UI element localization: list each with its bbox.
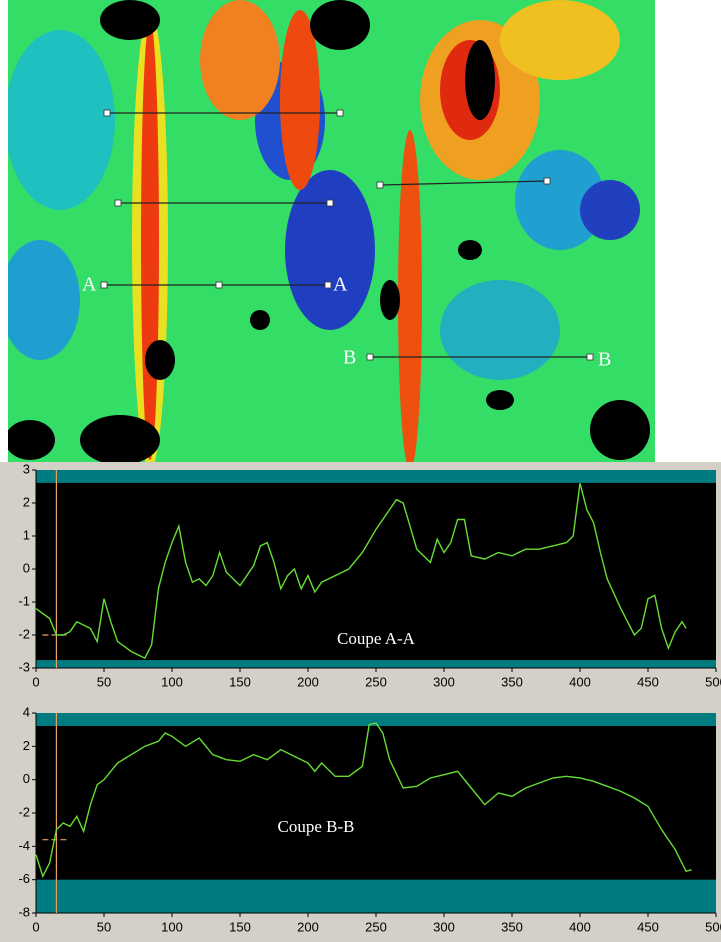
- y-tick-label: -6: [18, 871, 30, 886]
- x-tick-label: 250: [365, 674, 387, 689]
- y-tick-label: -2: [18, 626, 30, 641]
- y-tick-label: 0: [23, 560, 30, 575]
- x-tick-label: 0: [32, 919, 39, 934]
- band: [36, 713, 716, 726]
- plot-area: [36, 470, 716, 668]
- plot-title: Coupe B-B: [278, 817, 355, 836]
- x-tick-label: 400: [569, 674, 591, 689]
- x-tick-label: 200: [297, 674, 319, 689]
- x-tick-label: 50: [97, 674, 111, 689]
- x-tick-label: 200: [297, 919, 319, 934]
- y-tick-label: 1: [23, 527, 30, 542]
- x-tick-label: 300: [433, 919, 455, 934]
- x-tick-label: 50: [97, 919, 111, 934]
- y-tick-label: 2: [23, 738, 30, 753]
- x-tick-label: 100: [161, 919, 183, 934]
- section-label: B: [343, 347, 356, 369]
- x-tick-label: 450: [637, 674, 659, 689]
- x-tick-label: 300: [433, 674, 455, 689]
- x-tick-label: 500: [705, 674, 721, 689]
- x-tick-label: 0: [32, 674, 39, 689]
- x-tick-label: 400: [569, 919, 591, 934]
- height-map: A A B B: [8, 0, 655, 462]
- y-tick-label: 0: [23, 771, 30, 786]
- x-tick-label: 500: [705, 919, 721, 934]
- band: [36, 470, 716, 483]
- y-tick-label: 4: [23, 704, 30, 719]
- x-tick-label: 350: [501, 674, 523, 689]
- y-tick-label: 2: [23, 494, 30, 509]
- band: [36, 660, 716, 668]
- section-label: A: [333, 274, 348, 296]
- x-tick-label: 250: [365, 919, 387, 934]
- y-tick-label: -3: [18, 659, 30, 674]
- section-label: B: [598, 349, 611, 371]
- plot-title: Coupe A-A: [337, 629, 416, 648]
- x-tick-label: 450: [637, 919, 659, 934]
- section-label: A: [82, 274, 97, 296]
- y-tick-label: -8: [18, 904, 30, 919]
- y-tick-label: -2: [18, 804, 30, 819]
- x-tick-label: 150: [229, 674, 251, 689]
- y-tick-label: -4: [18, 838, 30, 853]
- x-tick-label: 150: [229, 919, 251, 934]
- x-tick-label: 100: [161, 674, 183, 689]
- band: [36, 879, 716, 913]
- x-tick-label: 350: [501, 919, 523, 934]
- data-line: [35, 722, 692, 879]
- y-tick-label: 3: [23, 461, 30, 476]
- y-tick-label: -1: [18, 593, 30, 608]
- data-line: [35, 483, 687, 660]
